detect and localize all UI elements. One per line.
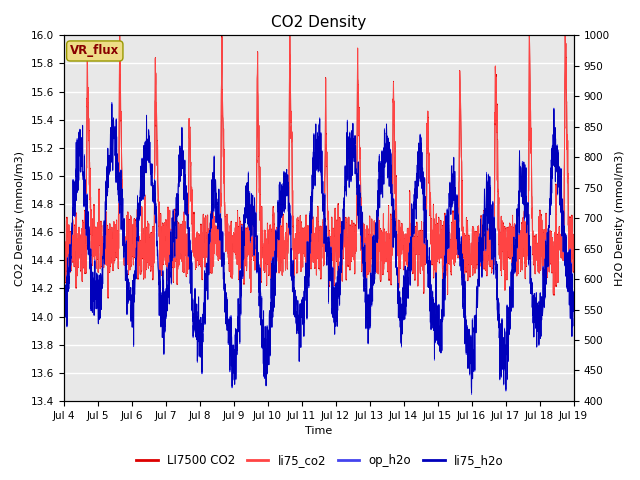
op_h2o	[505, 305, 513, 311]
Title: CO2 Density: CO2 Density	[271, 15, 366, 30]
op_h2o	[60, 291, 67, 297]
li75_co2	[104, 294, 112, 300]
Line: li75_co2: li75_co2	[63, 29, 573, 297]
li75_h2o	[60, 291, 67, 297]
LI7500 CO2	[505, 224, 513, 230]
op_h2o	[108, 100, 116, 106]
Line: op_h2o: op_h2o	[63, 103, 573, 394]
op_h2o	[570, 291, 577, 297]
LI7500 CO2	[148, 253, 156, 259]
li75_h2o	[108, 101, 116, 107]
op_h2o	[468, 391, 476, 397]
li75_h2o	[118, 193, 125, 199]
LI7500 CO2	[286, 25, 294, 31]
op_h2o	[148, 165, 156, 171]
li75_h2o	[570, 291, 577, 297]
li75_h2o	[148, 166, 156, 171]
li75_h2o	[505, 305, 513, 311]
LI7500 CO2	[570, 254, 577, 260]
li75_h2o	[278, 214, 285, 220]
li75_co2	[278, 256, 285, 262]
Legend: LI7500 CO2, li75_co2, op_h2o, li75_h2o: LI7500 CO2, li75_co2, op_h2o, li75_h2o	[132, 449, 508, 472]
li75_co2	[560, 245, 568, 251]
li75_co2	[505, 234, 513, 240]
LI7500 CO2	[278, 256, 285, 262]
op_h2o	[255, 294, 263, 300]
li75_co2	[255, 188, 263, 194]
op_h2o	[560, 233, 568, 239]
Y-axis label: H2O Density (mmol/m3): H2O Density (mmol/m3)	[615, 150, 625, 286]
LI7500 CO2	[60, 250, 67, 255]
X-axis label: Time: Time	[305, 426, 332, 436]
Text: VR_flux: VR_flux	[70, 45, 120, 58]
Line: LI7500 CO2: LI7500 CO2	[63, 28, 573, 298]
op_h2o	[118, 192, 125, 198]
li75_co2	[570, 253, 577, 259]
li75_co2	[561, 26, 569, 32]
li75_h2o	[560, 233, 568, 239]
Line: li75_h2o: li75_h2o	[63, 104, 573, 393]
LI7500 CO2	[255, 190, 263, 196]
li75_co2	[60, 250, 67, 256]
li75_h2o	[255, 293, 263, 299]
LI7500 CO2	[560, 229, 568, 235]
li75_co2	[118, 169, 125, 175]
LI7500 CO2	[118, 169, 125, 175]
op_h2o	[278, 215, 285, 221]
Y-axis label: CO2 Density (mmol/m3): CO2 Density (mmol/m3)	[15, 151, 25, 286]
LI7500 CO2	[104, 295, 112, 301]
li75_co2	[148, 252, 156, 258]
li75_h2o	[468, 390, 476, 396]
